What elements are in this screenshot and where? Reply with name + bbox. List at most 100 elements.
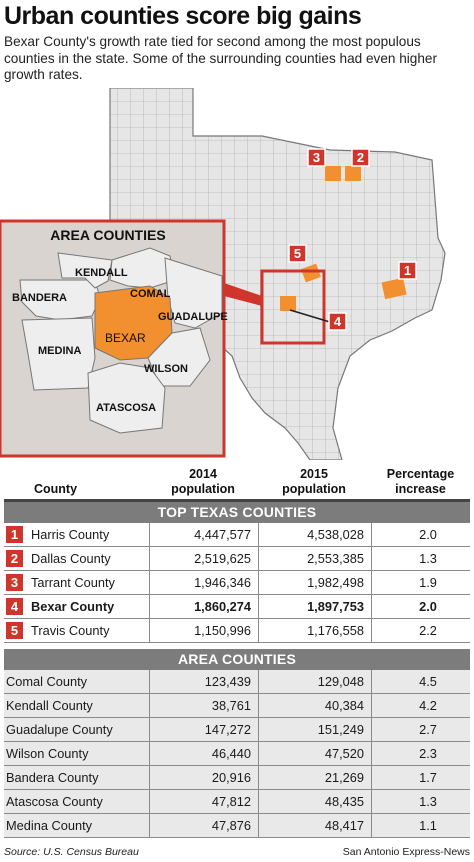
table-row: 3 Tarrant County 1,946,346 1,982,498 1.9 — [4, 571, 470, 595]
inset-label-wilson: WILSON — [144, 363, 188, 375]
header-2015-label: population — [282, 482, 346, 496]
table-row: Comal County 123,439 129,048 4.5 — [4, 670, 470, 694]
percent-increase: 1.3 — [371, 790, 470, 814]
table-row: 1 Harris County 4,447,577 4,538,028 2.0 — [4, 523, 470, 547]
rank-badge: 1 — [6, 526, 23, 544]
inset-label-bandera: BANDERA — [12, 292, 67, 304]
inset-label-atascosa: ATASCOSA — [96, 402, 156, 414]
marker-1: 1 — [398, 261, 417, 280]
population-2015: 1,176,558 — [258, 619, 370, 643]
county-name: Comal County — [6, 674, 88, 689]
county-name-cell: 5 Travis County — [4, 619, 148, 643]
source-note: Source: U.S. Census Bureau — [4, 846, 139, 858]
percent-increase: 2.2 — [371, 619, 470, 643]
inset-title: AREA COUNTIES — [50, 227, 165, 243]
population-2015: 40,384 — [258, 694, 370, 718]
population-2015: 1,897,753 — [258, 595, 370, 619]
header-2015: 2015 population — [258, 467, 370, 497]
population-2014: 1,150,996 — [149, 619, 257, 643]
area-counties-list: Comal County 123,439 129,048 4.5 Kendall Cou… — [4, 670, 470, 838]
inset-label-medina: MEDINA — [38, 345, 81, 357]
header-2015-year: 2015 — [300, 467, 328, 481]
county-name: Tarrant County — [31, 575, 115, 590]
percent-increase: 2.0 — [371, 523, 470, 547]
population-2015: 21,269 — [258, 766, 370, 790]
rank-badge: 4 — [6, 598, 23, 616]
county-name: Guadalupe County — [6, 722, 113, 737]
population-2014: 46,440 — [149, 742, 257, 766]
header-pct-line1: Percentage — [386, 467, 455, 481]
population-2014: 2,519,625 — [149, 547, 257, 571]
header-pct-line2: increase — [395, 482, 446, 496]
table-row: Kendall County 38,761 40,384 4.2 — [4, 694, 470, 718]
harris-county-shape — [381, 277, 407, 300]
county-name-cell: 1 Harris County — [4, 523, 148, 547]
header-county: County — [34, 482, 78, 496]
texas-map-graphic: AREA COUNTIES KENDALL COMAL BANDERA GUAD… — [0, 87, 446, 461]
table-row: Guadalupe County 147,272 151,249 2.7 — [4, 718, 470, 742]
inset-label-guadalupe: GUADALUPE — [158, 311, 228, 323]
svg-text:2: 2 — [357, 150, 364, 165]
dallas-county-shape — [345, 166, 361, 181]
county-name: Medina County — [6, 818, 93, 833]
population-2014: 1,860,274 — [149, 595, 257, 619]
percent-increase: 2.7 — [371, 718, 470, 742]
svg-text:1: 1 — [404, 263, 411, 278]
county-name: Harris County — [31, 527, 110, 542]
population-2014: 47,812 — [149, 790, 257, 814]
table-row: 5 Travis County 1,150,996 1,176,558 2.2 — [4, 619, 470, 643]
percent-increase: 2.3 — [371, 742, 470, 766]
svg-text:3: 3 — [313, 150, 320, 165]
population-2014: 147,272 — [149, 718, 257, 742]
inset-label-comal: COMAL — [130, 288, 171, 300]
inset-label-kendall: KENDALL — [75, 267, 128, 279]
county-name: Kendall County — [6, 698, 93, 713]
county-name: Bandera County — [6, 770, 99, 785]
population-2015: 1,982,498 — [258, 571, 370, 595]
population-2015: 2,553,385 — [258, 547, 370, 571]
county-name-cell: 2 Dallas County — [4, 547, 148, 571]
population-2014: 20,916 — [149, 766, 257, 790]
section-top-texas-counties: TOP TEXAS COUNTIES — [4, 502, 470, 523]
percent-increase: 1.9 — [371, 571, 470, 595]
population-2014: 38,761 — [149, 694, 257, 718]
county-name: Travis County — [31, 623, 110, 638]
section-area-counties: AREA COUNTIES — [4, 649, 470, 670]
table-row: Wilson County 46,440 47,520 2.3 — [4, 742, 470, 766]
rank-badge: 3 — [6, 574, 23, 592]
population-2015: 4,538,028 — [258, 523, 370, 547]
header-percentage: Percentage increase — [371, 467, 470, 497]
header-2014-label: population — [171, 482, 235, 496]
travis-county-shape — [301, 263, 321, 283]
credit-line: San Antonio Express-News — [342, 846, 470, 858]
population-2014: 4,447,577 — [149, 523, 257, 547]
bexar-county-shape-main — [280, 296, 296, 311]
header-2014: 2014 population — [149, 467, 257, 497]
rank-badge: 5 — [6, 622, 23, 640]
percent-increase: 1.1 — [371, 814, 470, 838]
table-header: County 2014 population 2015 population P… — [4, 462, 470, 502]
county-name-cell: 4 Bexar County — [4, 595, 148, 619]
table-row: Bandera County 20,916 21,269 1.7 — [4, 766, 470, 790]
marker-3: 3 — [307, 148, 326, 167]
county-name: Atascosa County — [6, 794, 103, 809]
table-row: Medina County 47,876 48,417 1.1 — [4, 814, 470, 838]
population-table: County 2014 population 2015 population P… — [4, 462, 470, 838]
county-name: Bexar County — [31, 599, 115, 614]
header-2014-year: 2014 — [189, 467, 217, 481]
tarrant-county-shape — [325, 166, 341, 181]
population-2014: 47,876 — [149, 814, 257, 838]
svg-text:5: 5 — [294, 246, 301, 261]
population-2015: 48,435 — [258, 790, 370, 814]
table-row: 2 Dallas County 2,519,625 2,553,385 1.3 — [4, 547, 470, 571]
population-2015: 47,520 — [258, 742, 370, 766]
county-name-cell: 3 Tarrant County — [4, 571, 148, 595]
county-name: Dallas County — [31, 551, 111, 566]
county-name: Wilson County — [6, 746, 89, 761]
percent-increase: 2.0 — [371, 595, 470, 619]
population-2015: 129,048 — [258, 670, 370, 694]
percent-increase: 1.3 — [371, 547, 470, 571]
page-title: Urban counties score big gains — [4, 2, 362, 30]
percent-increase: 4.2 — [371, 694, 470, 718]
rank-badge: 2 — [6, 550, 23, 568]
